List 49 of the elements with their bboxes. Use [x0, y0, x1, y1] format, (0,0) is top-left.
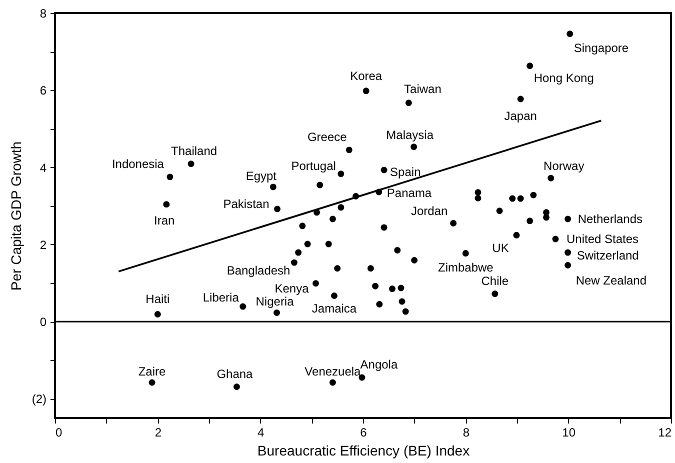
y-tick-label: 6 — [40, 84, 47, 98]
annotation: Liberia — [202, 290, 240, 305]
x-tick-label: 4 — [257, 426, 264, 440]
annotation: Panama — [386, 186, 432, 200]
annotation: Norway — [544, 159, 584, 174]
annotation: Iran — [154, 213, 175, 228]
annotation: Zaire — [138, 364, 166, 379]
y-tick-label: 2 — [40, 238, 47, 252]
x-axis-title: Bureaucratic Efficiency (BE) Index — [257, 442, 470, 458]
annotation: Angola — [360, 358, 398, 372]
annotation: Nigeria — [256, 294, 294, 309]
annotation: Pakistan — [223, 196, 270, 211]
x-tick-label: 2 — [154, 426, 162, 440]
annotation: Switzerland — [576, 248, 639, 263]
annotation: Jamaica — [312, 302, 357, 316]
annotation: Jordan — [410, 204, 448, 218]
annotation: New Zealand — [576, 273, 647, 288]
y-tick-label: 0 — [40, 315, 47, 330]
annotation: Zimbabwe — [438, 260, 494, 274]
annotation: Singapore — [574, 40, 629, 55]
annotation: Netherlands — [578, 212, 643, 226]
annotation: UK — [492, 241, 509, 256]
y-axis-title: Per Capita GDP Growth — [8, 141, 24, 291]
x-tick-label: 0 — [56, 426, 62, 440]
x-tick-label: 10 — [562, 426, 576, 440]
annotation: Indonesia — [112, 156, 164, 171]
annotation: United States — [566, 232, 639, 246]
annotation: Bangladesh — [226, 264, 290, 278]
annotation: Japan — [504, 109, 537, 124]
annotation: Korea — [350, 68, 382, 83]
x-tick-label: 8 — [462, 426, 470, 440]
annotation: Kenya — [274, 281, 310, 296]
y-tick-label: (2) — [32, 392, 46, 406]
annotation: Thailand — [171, 144, 218, 158]
y-tick-label: 4 — [40, 160, 47, 175]
y-tick-label: 8 — [40, 6, 47, 20]
x-tick-label: 12 — [658, 426, 672, 440]
annotation: Taiwan — [404, 82, 442, 96]
annotation: Egypt — [246, 168, 278, 183]
annotation: Chile — [481, 274, 509, 288]
annotation: Haiti — [146, 292, 170, 306]
annotation: Venezuela — [304, 364, 362, 379]
annotation: Hong Kong — [534, 70, 594, 85]
annotation: Spain — [390, 164, 421, 179]
annotation: Ghana — [216, 366, 254, 381]
annotation: Portugal — [291, 158, 336, 173]
x-tick-label: 6 — [360, 426, 368, 440]
annotation: Malaysia — [386, 128, 434, 142]
annotation: Greece — [307, 130, 348, 144]
